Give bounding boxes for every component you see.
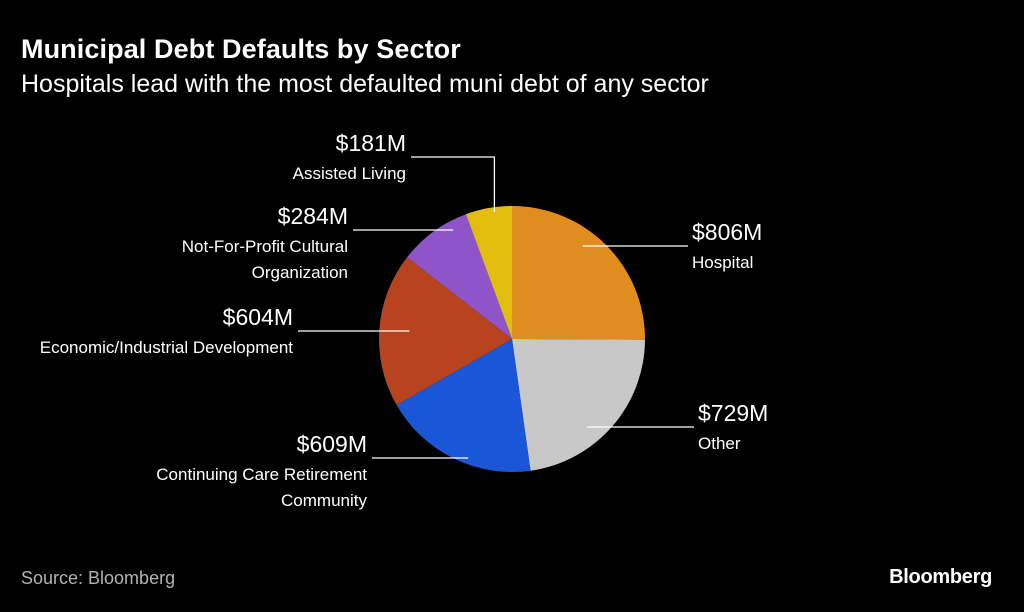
category-label-assisted-living: Assisted Living [293, 164, 406, 183]
category-label-continuing-care-retirement-community: Continuing Care Retirement [156, 465, 367, 484]
value-label-not-for-profit-cultural-organization: $284M [278, 203, 348, 229]
value-label-continuing-care-retirement-community: $609M [297, 431, 367, 457]
category-label-other: Other [698, 434, 741, 453]
category-label-not-for-profit-cultural-organization: Organization [252, 263, 348, 282]
bloomberg-logo: Bloomberg [889, 566, 992, 588]
pie-slice-not-for-profit-cultural-organization [407, 214, 512, 339]
slice-labels: $806M Hospital $729M Other $609M Continuing C… [40, 130, 769, 510]
leader-lines [298, 156, 694, 459]
pie-slice-hospital [512, 206, 646, 340]
chart-subtitle: Hospitals lead with the most defaulted m… [21, 70, 709, 98]
source-note: Source: Bloomberg [21, 568, 176, 588]
category-label-not-for-profit-cultural-organization: Not-For-Profit Cultural [182, 237, 348, 256]
category-label-economic-industrial-development: Economic/Industrial Development [40, 338, 294, 357]
category-label-hospital: Hospital [692, 253, 753, 272]
pie-slice-economic-industrial-development [378, 257, 512, 406]
category-label-continuing-care-retirement-community: Community [281, 491, 367, 510]
pie-slice-continuing-care-retirement-community [396, 339, 531, 472]
pie-slice-assisted-living [465, 206, 512, 339]
leader-line-assisted-living [411, 156, 496, 212]
value-label-assisted-living: $181M [336, 130, 406, 156]
value-label-other: $729M [698, 400, 768, 426]
pie-slice-other [512, 339, 645, 471]
value-label-economic-industrial-development: $604M [223, 304, 293, 330]
chart-title: Municipal Debt Defaults by Sector [21, 34, 461, 64]
pie-slices [378, 206, 646, 472]
value-label-hospital: $806M [692, 219, 762, 245]
